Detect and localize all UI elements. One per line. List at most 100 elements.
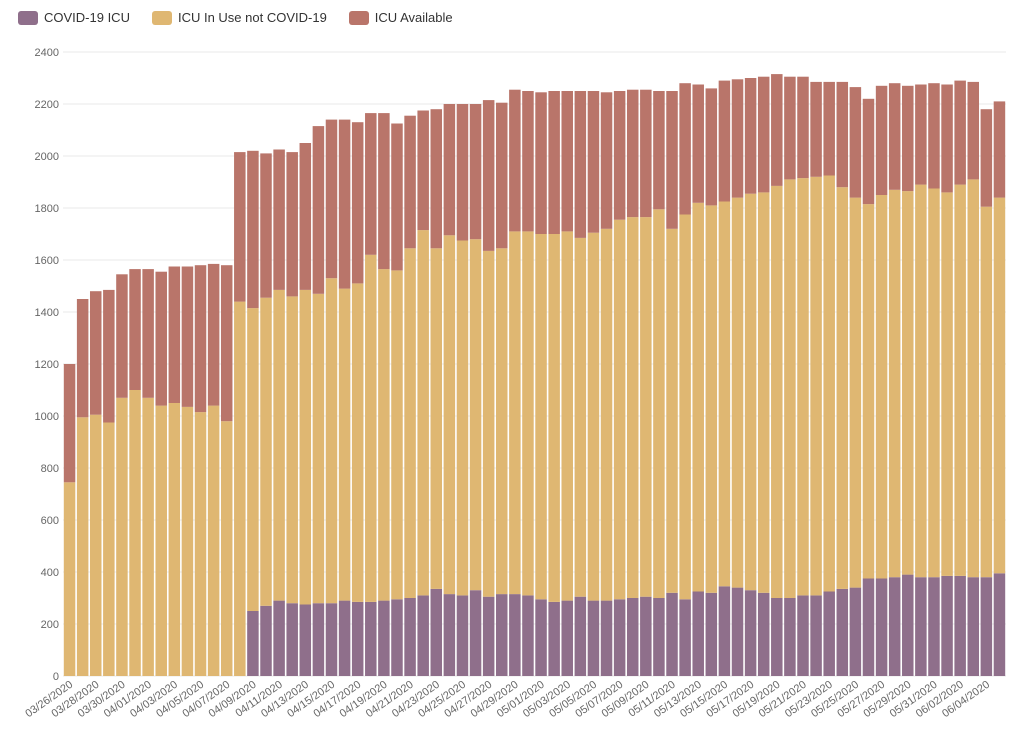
bar-segment-icu-available[interactable] [155,271,167,406]
bar-segment-icu-in-use[interactable] [666,228,678,593]
bar-segment-icu-available[interactable] [653,91,665,210]
bar-segment-icu-in-use[interactable] [247,308,259,611]
bar-segment-icu-in-use[interactable] [260,297,272,606]
bar-segment-covid-icu[interactable] [928,577,940,676]
bar-segment-covid-icu[interactable] [784,598,796,676]
bar-segment-icu-in-use[interactable] [653,209,665,599]
bar-segment-icu-available[interactable] [666,91,678,229]
bar-segment-covid-icu[interactable] [849,587,862,676]
bar-segment-icu-available[interactable] [312,126,325,294]
bar-segment-icu-available[interactable] [888,83,901,190]
bar-segment-icu-available[interactable] [967,81,980,180]
bar-segment-icu-in-use[interactable] [718,201,731,587]
bar-segment-icu-in-use[interactable] [312,293,325,604]
bar-segment-icu-in-use[interactable] [417,230,429,596]
bar-segment-icu-in-use[interactable] [915,184,927,578]
bar-segment-icu-in-use[interactable] [548,234,560,602]
bar-segment-icu-available[interactable] [142,269,154,398]
bar-segment-icu-in-use[interactable] [103,422,115,677]
bar-segment-icu-available[interactable] [181,266,194,407]
bar-segment-icu-in-use[interactable] [207,405,220,676]
bar-segment-icu-in-use[interactable] [784,179,796,598]
bar-segment-covid-icu[interactable] [980,577,993,676]
bar-segment-covid-icu[interactable] [548,601,560,676]
bar-segment-icu-available[interactable] [548,91,560,234]
bar-segment-icu-available[interactable] [744,78,757,194]
bar-segment-icu-available[interactable] [993,101,1006,198]
bar-segment-icu-in-use[interactable] [482,250,495,597]
bar-segment-covid-icu[interactable] [771,598,783,676]
bar-segment-icu-in-use[interactable] [823,175,835,592]
bar-segment-icu-available[interactable] [836,81,849,188]
bar-segment-covid-icu[interactable] [535,599,547,676]
bar-segment-icu-available[interactable] [640,89,652,218]
bar-segment-icu-available[interactable] [443,104,456,236]
bar-segment-icu-in-use[interactable] [757,192,770,593]
bar-segment-icu-in-use[interactable] [456,240,469,596]
legend-item-icu-available[interactable]: ICU Available [348,10,453,25]
bar-segment-covid-icu[interactable] [731,587,744,676]
bar-segment-icu-in-use[interactable] [116,397,128,676]
bar-segment-icu-available[interactable] [613,91,626,220]
bar-segment-icu-in-use[interactable] [797,178,809,596]
bar-segment-icu-in-use[interactable] [561,231,573,601]
bar-segment-icu-available[interactable] [849,87,862,198]
bar-segment-icu-in-use[interactable] [181,406,194,676]
bar-segment-covid-icu[interactable] [653,598,665,676]
bar-segment-icu-in-use[interactable] [194,412,207,676]
bar-segment-icu-in-use[interactable] [89,414,102,676]
bar-segment-icu-in-use[interactable] [928,188,940,578]
legend-item-covid-icu[interactable]: COVID-19 ICU [18,10,130,25]
bar-segment-icu-available[interactable] [168,266,181,404]
bar-segment-icu-available[interactable] [823,81,835,176]
bar-segment-icu-available[interactable] [535,92,547,234]
bar-segment-covid-icu[interactable] [509,594,521,676]
bar-segment-icu-available[interactable] [522,91,534,232]
bar-segment-icu-available[interactable] [299,143,312,290]
bar-segment-icu-in-use[interactable] [587,232,600,601]
bar-segment-icu-in-use[interactable] [155,405,167,676]
bar-segment-covid-icu[interactable] [299,604,312,677]
bar-segment-icu-in-use[interactable] [679,214,691,600]
bar-segment-icu-available[interactable] [76,299,89,418]
bar-segment-covid-icu[interactable] [273,600,285,676]
bar-segment-icu-available[interactable] [103,289,115,423]
bar-segment-icu-available[interactable] [705,88,718,206]
bar-segment-icu-available[interactable] [757,76,770,193]
bar-segment-icu-in-use[interactable] [888,189,901,578]
bar-segment-icu-available[interactable] [469,104,482,240]
bar-segment-icu-available[interactable] [915,84,927,185]
bar-segment-icu-in-use[interactable] [220,421,233,676]
bar-segment-icu-in-use[interactable] [365,254,377,602]
bar-segment-covid-icu[interactable] [862,578,875,677]
bar-segment-covid-icu[interactable] [365,601,377,676]
bar-segment-covid-icu[interactable] [954,575,966,676]
bar-segment-covid-icu[interactable] [260,605,272,676]
bar-segment-covid-icu[interactable] [574,596,587,676]
bar-segment-covid-icu[interactable] [522,595,534,676]
bar-segment-covid-icu[interactable] [404,598,416,676]
bar-segment-icu-available[interactable] [954,80,966,185]
bar-segment-icu-in-use[interactable] [744,193,757,591]
bar-segment-icu-in-use[interactable] [509,231,521,595]
bar-segment-icu-available[interactable] [273,149,285,290]
bar-segment-icu-available[interactable] [220,265,233,422]
bar-segment-icu-available[interactable] [797,76,809,179]
bar-segment-covid-icu[interactable] [391,599,403,676]
bar-segment-icu-in-use[interactable] [705,205,718,593]
bar-segment-icu-in-use[interactable] [168,403,181,676]
bar-segment-covid-icu[interactable] [666,592,678,676]
bar-segment-icu-in-use[interactable] [404,248,416,599]
bar-segment-icu-in-use[interactable] [351,283,364,602]
bar-segment-icu-available[interactable] [784,76,796,180]
bar-segment-icu-available[interactable] [89,291,102,415]
bar-segment-icu-available[interactable] [116,274,128,398]
bar-segment-icu-available[interactable] [810,81,822,177]
bar-segment-icu-available[interactable] [600,92,613,229]
bar-segment-icu-available[interactable] [862,98,875,205]
bar-segment-icu-available[interactable] [365,113,377,255]
bar-segment-icu-available[interactable] [928,83,940,189]
bar-segment-icu-available[interactable] [234,152,246,302]
bar-segment-covid-icu[interactable] [902,574,914,676]
bar-segment-covid-icu[interactable] [626,598,639,676]
